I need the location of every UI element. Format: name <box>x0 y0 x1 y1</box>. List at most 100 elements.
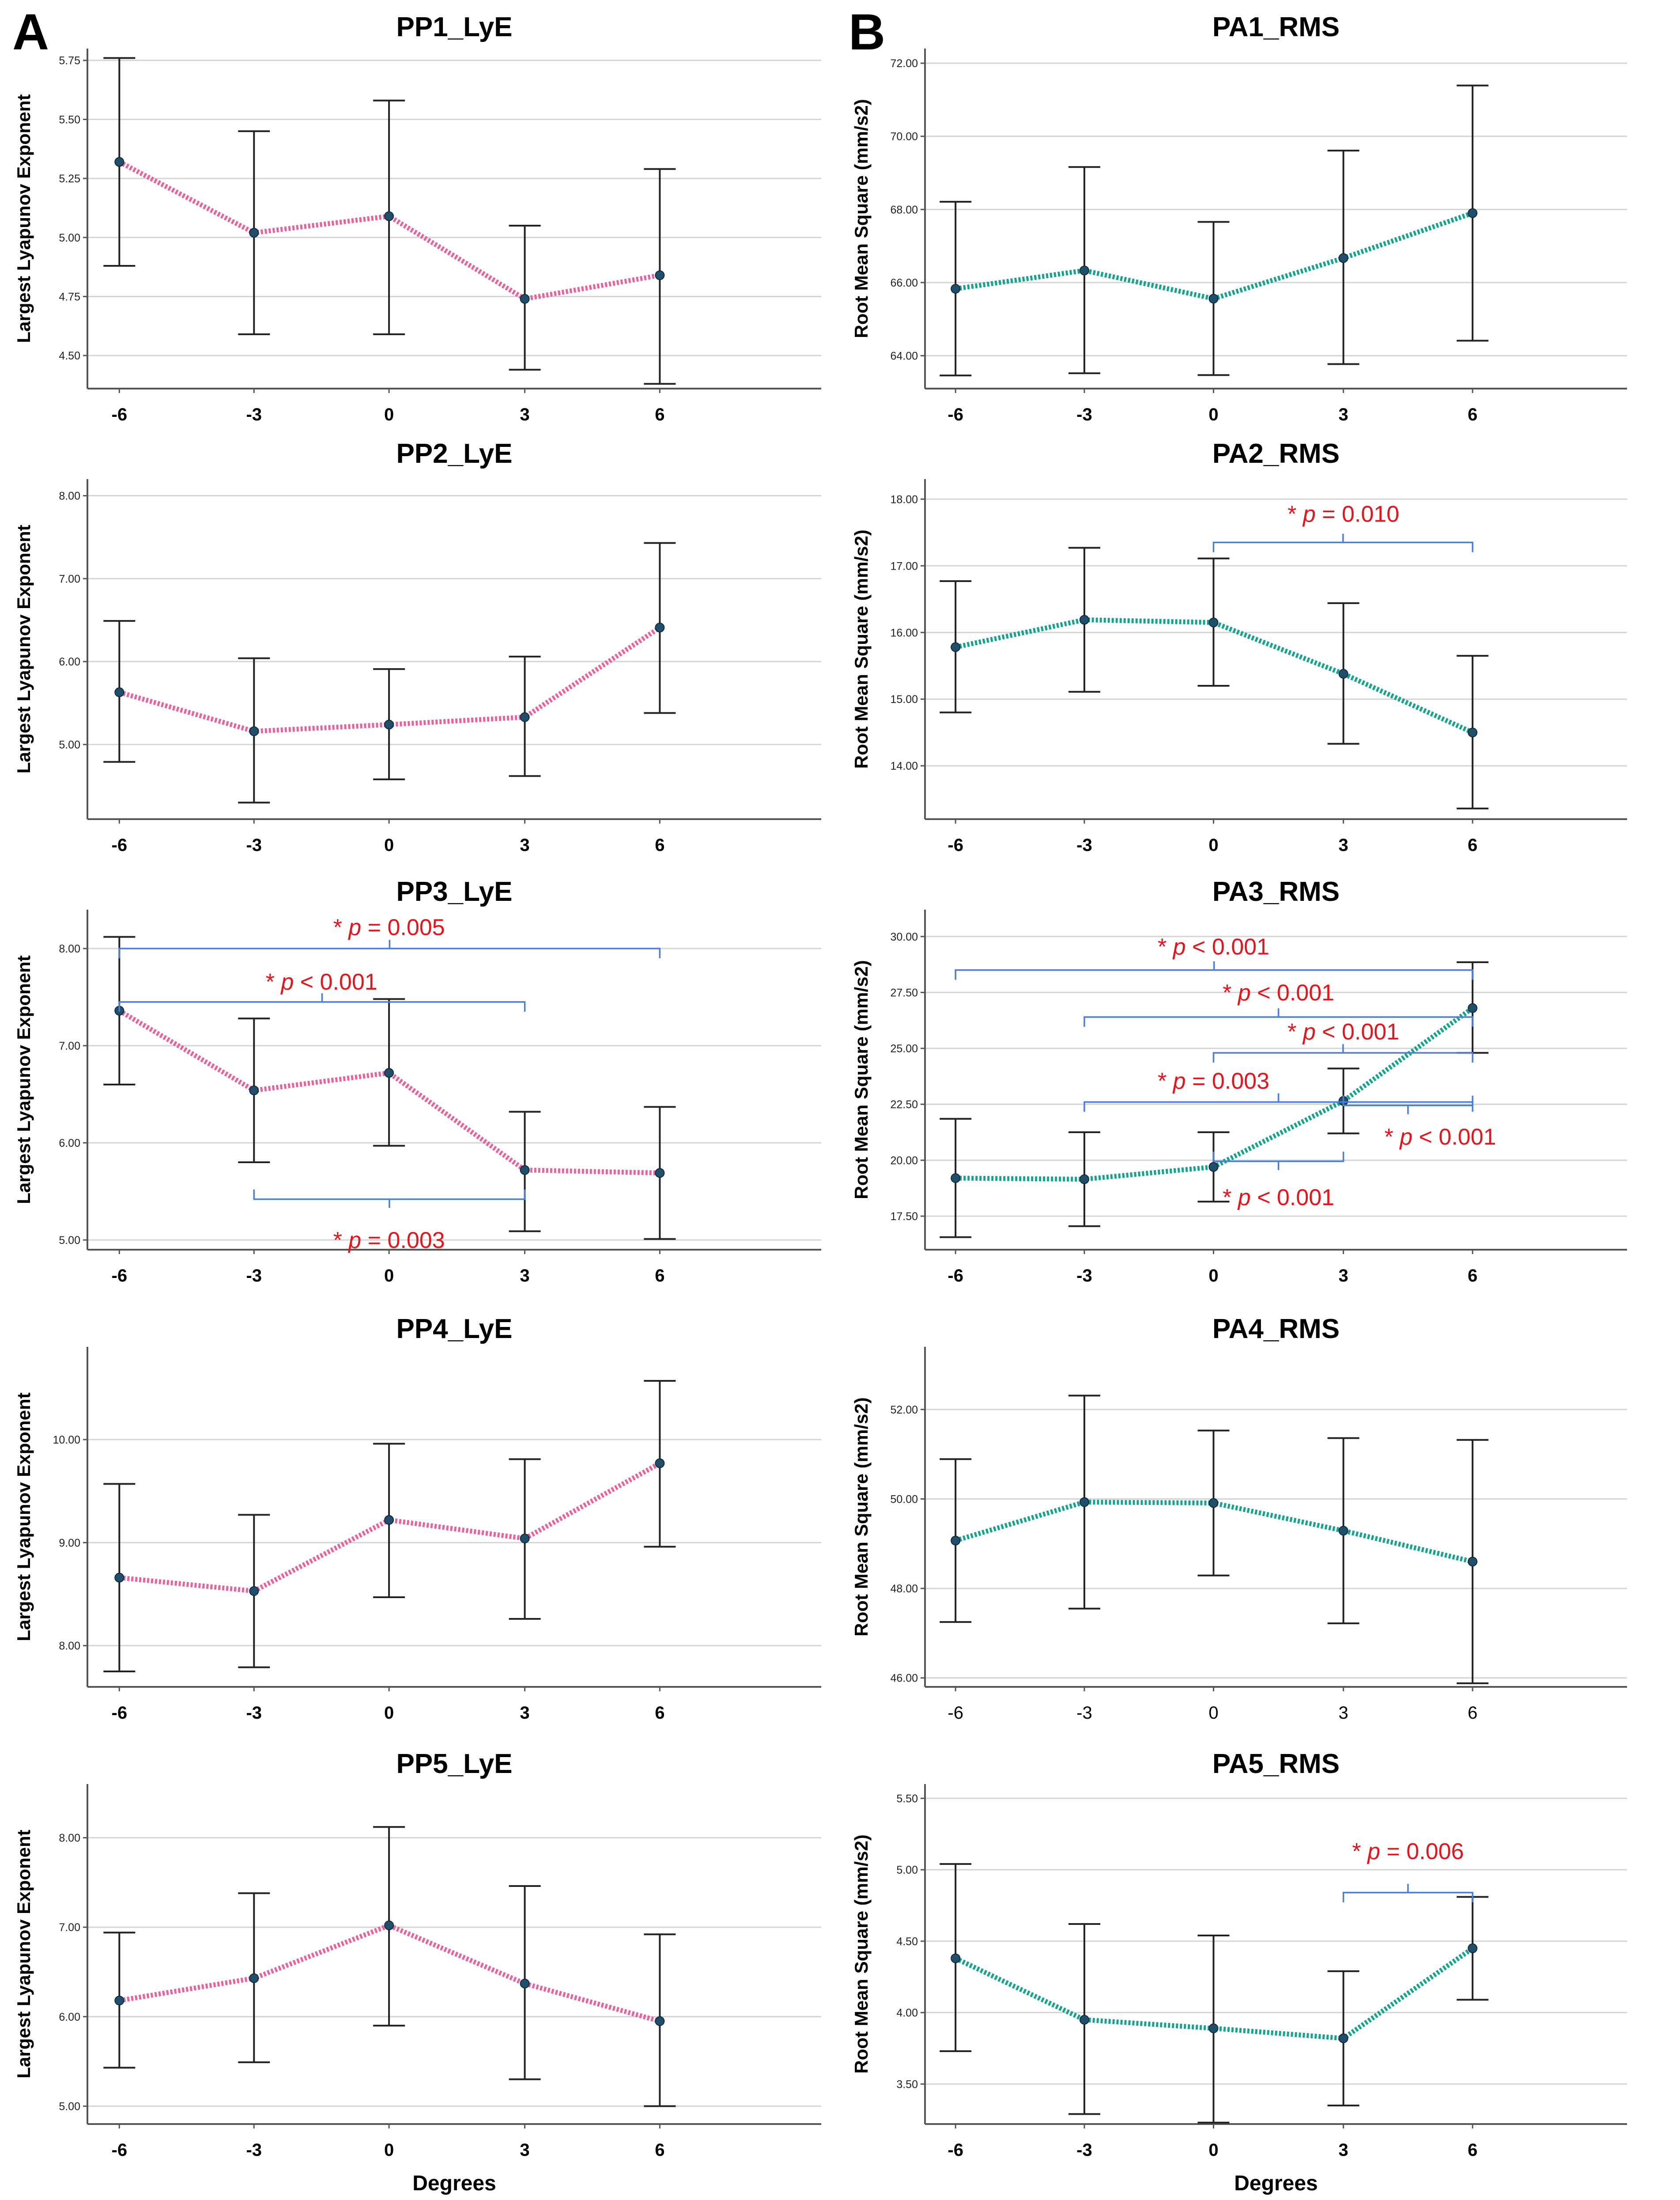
mean-point <box>114 687 125 697</box>
charts-container: PP1_LyE 4.50 4.75 5.00 5.25 5.50 5.75 Largest L… <box>13 12 1627 2195</box>
mean-point <box>384 1068 394 1078</box>
mean-point <box>520 712 530 722</box>
y-tick-label: 7.00 <box>59 1921 80 1934</box>
mean-point <box>1468 1557 1478 1567</box>
mean-line <box>955 617 1474 735</box>
y-tick-label: 20.00 <box>890 1154 918 1167</box>
p-value-label: * p = 0.003 <box>333 1228 445 1253</box>
y-tick-label: 6.00 <box>59 656 80 668</box>
p-value-prefix: * <box>1287 502 1303 527</box>
p-value-prefix: * <box>1385 1124 1400 1150</box>
x-tick-label: 3 <box>1339 835 1348 855</box>
chart-title: PA4_RMS <box>1212 1314 1340 1344</box>
y-axis-label: Root Mean Square (mm/s2) <box>851 529 872 768</box>
y-tick-label: 30.00 <box>890 931 918 943</box>
y-tick-label: 72.00 <box>890 57 918 70</box>
y-tick-label: 9.00 <box>59 1537 80 1549</box>
p-value-text: = 0.005 <box>361 915 445 941</box>
x-tick-label: -6 <box>948 2140 963 2160</box>
mean-point <box>1468 1003 1478 1013</box>
x-tick-label: 3 <box>520 2140 529 2160</box>
y-axis-label: Root Mean Square (mm/s2) <box>851 99 872 338</box>
mean-point <box>249 1085 259 1096</box>
x-tick-label: -6 <box>112 835 128 855</box>
y-tick-label: 4.50 <box>896 1935 918 1948</box>
mean-point <box>1468 1943 1478 1954</box>
y-tick-label: 17.50 <box>890 1210 918 1223</box>
y-tick-label: 5.50 <box>59 113 80 126</box>
p-value-text: < 0.001 <box>1186 934 1269 960</box>
bracket-line <box>1084 1093 1473 1112</box>
x-tick-label: 0 <box>1208 2140 1218 2160</box>
mean-point <box>1338 253 1348 263</box>
mean-point <box>951 284 961 294</box>
y-tick-label: 46.00 <box>890 1672 918 1685</box>
panel-label-b: B <box>849 4 885 60</box>
y-axis-label: Largest Lyapunov Exponent <box>13 955 34 1204</box>
mean-point <box>655 2016 665 2026</box>
x-tick-label: 6 <box>1468 405 1477 424</box>
chart-pp5: PP5_LyE 5.00 6.00 7.00 8.00 Largest Lyapunov … <box>13 1749 821 2195</box>
chart-pa2: PA2_RMS 14.00 15.00 16.00 17.00 18.00 Root Mea… <box>851 438 1627 855</box>
mean-point <box>249 726 259 736</box>
p-value-prefix: * <box>333 915 349 941</box>
x-tick-label: -3 <box>246 405 262 424</box>
x-tick-label: 0 <box>1208 1703 1218 1723</box>
chart-title: PP4_LyE <box>396 1314 512 1344</box>
significance-bracket: * p < 0.001 <box>1212 1019 1473 1063</box>
p-value-label: * p < 0.001 <box>266 969 378 995</box>
mean-point <box>1208 2023 1219 2034</box>
y-tick-label: 70.00 <box>890 131 918 143</box>
mean-point <box>384 1920 394 1931</box>
x-tick-label: 3 <box>520 835 529 855</box>
x-tick-label: -6 <box>948 405 963 424</box>
y-tick-label: 48.00 <box>890 1583 918 1595</box>
chart-pp1: PP1_LyE 4.50 4.75 5.00 5.25 5.50 5.75 Largest L… <box>13 12 821 424</box>
mean-point <box>951 1953 961 1963</box>
mean-point <box>1338 2033 1348 2043</box>
y-tick-label: 7.00 <box>59 573 80 585</box>
p-value-p: p <box>347 1228 361 1253</box>
mean-point <box>1338 669 1348 679</box>
x-tick-label: 3 <box>1339 1266 1348 1285</box>
p-value-p: p <box>1237 1185 1251 1210</box>
mean-point <box>655 1168 665 1178</box>
bracket-line <box>1212 1151 1344 1170</box>
significance-bracket: * p < 0.001 <box>1212 1151 1344 1210</box>
p-value-label: * p = 0.005 <box>333 915 445 941</box>
y-tick-label: 8.00 <box>59 1832 80 1845</box>
p-value-label: * p = 0.006 <box>1352 1839 1464 1864</box>
x-tick-label: -6 <box>112 2140 128 2160</box>
mean-point <box>1079 1174 1089 1184</box>
mean-point <box>1079 1497 1089 1507</box>
y-tick-label: 25.00 <box>890 1043 918 1055</box>
chart-title: PP1_LyE <box>396 12 512 42</box>
chart-pa5: PA5_RMS 3.50 4.00 4.50 5.00 5.50 Root Mean Squ… <box>851 1749 1627 2195</box>
chart-pa3: PA3_RMS 17.50 20.00 22.50 25.00 27.50 30.00 Roo… <box>851 877 1627 1285</box>
x-tick-label: 3 <box>520 1266 529 1285</box>
p-value-label: * p < 0.001 <box>1385 1124 1496 1150</box>
bracket-line <box>118 940 661 958</box>
y-axis-label: Root Mean Square (mm/s2) <box>851 960 872 1199</box>
y-tick-label: 4.00 <box>896 2007 918 2019</box>
mean-point <box>655 623 665 633</box>
y-tick-label: 5.00 <box>59 1234 80 1247</box>
x-tick-label: 6 <box>655 2140 664 2160</box>
bracket-line <box>1212 533 1473 552</box>
p-value-text: = 0.010 <box>1316 502 1399 527</box>
x-tick-label: 0 <box>384 835 394 855</box>
y-tick-label: 27.50 <box>890 987 918 999</box>
y-tick-label: 14.00 <box>890 760 918 772</box>
p-value-p: p <box>1172 1069 1186 1094</box>
x-tick-label: 3 <box>1339 1703 1348 1723</box>
p-value-prefix: * <box>1223 980 1238 1005</box>
x-tick-label: -3 <box>1076 405 1092 424</box>
x-tick-label: 6 <box>1468 835 1477 855</box>
significance-bracket: * p < 0.001 <box>118 969 526 1012</box>
p-value-text: = 0.003 <box>361 1228 445 1253</box>
chart-title: PP5_LyE <box>396 1749 512 1779</box>
mean-point <box>1208 617 1219 627</box>
significance-bracket: * p < 0.001 <box>955 934 1473 980</box>
bracket-line <box>1342 1884 1473 1902</box>
